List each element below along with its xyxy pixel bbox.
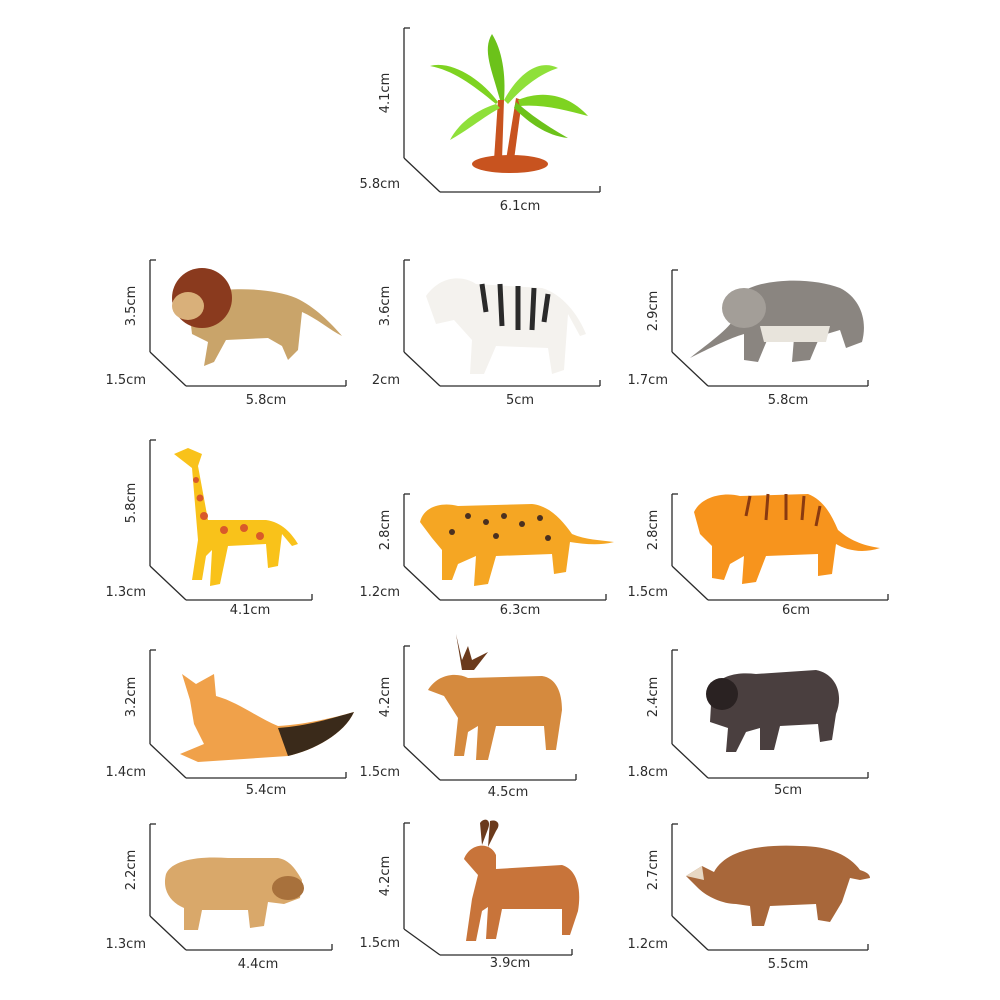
elephant-height-label: 2.9cm: [646, 290, 661, 332]
palm-tree-height-label: 4.1cm: [378, 72, 393, 114]
figure-lion: 3.5cm 1.5cm 5.8cm: [106, 250, 368, 420]
rhinoceros-height-label: 2.7cm: [646, 849, 661, 891]
fox-width-label: 5.4cm: [245, 783, 287, 798]
figure-rhinoceros: 2.7cm 1.2cm 5.5cm: [628, 820, 890, 990]
tiger-width-label: 6cm: [781, 603, 811, 618]
deer-width-label: 4.5cm: [487, 785, 529, 800]
fox-depth-label: 1.4cm: [105, 765, 147, 780]
giraffe-figure: [174, 448, 298, 586]
hippo-depth-label: 1.3cm: [105, 937, 147, 952]
palm-tree-depth-label: 5.8cm: [359, 177, 401, 192]
zebra-dimension-lines: [403, 259, 601, 387]
tiger-depth-label: 1.5cm: [627, 585, 669, 600]
leopard-depth-label: 1.2cm: [359, 585, 401, 600]
antelope-height-label: 4.2cm: [378, 855, 393, 897]
figure-giraffe: 5.8cm 1.3cm 4.1cm: [106, 439, 368, 618]
giraffe-dimension-lines: [149, 439, 313, 601]
figure-palm-tree: 4.1cm 5.8cm 6.1cm: [360, 20, 622, 214]
antelope-width-label: 3.9cm: [489, 956, 531, 971]
deer-depth-label: 1.5cm: [359, 765, 401, 780]
elephant-figure: [690, 280, 864, 362]
palm-tree-figure: [430, 34, 588, 173]
giraffe-depth-label: 1.3cm: [105, 585, 147, 600]
fox-figure: [180, 674, 354, 762]
bear-width-label: 5cm: [773, 783, 803, 798]
zebra-height-label: 3.6cm: [378, 285, 393, 327]
zebra-figure: [426, 278, 586, 374]
zebra-width-label: 5cm: [505, 393, 535, 408]
leopard-figure: [420, 504, 614, 586]
fox-height-label: 3.2cm: [124, 676, 139, 718]
lion-height-label: 3.5cm: [124, 285, 139, 327]
deer-dimension-lines: [403, 645, 577, 781]
figure-fox: 3.2cm 1.4cm 5.4cm: [106, 640, 368, 810]
deer-height-label: 4.2cm: [378, 676, 393, 718]
bear-depth-label: 1.8cm: [627, 765, 669, 780]
figure-bear: 2.4cm 1.8cm 5cm: [628, 640, 890, 810]
figure-antelope: 4.2cm 1.5cm 3.9cm: [360, 815, 622, 985]
zebra-depth-label: 2cm: [371, 373, 400, 388]
figure-zebra: 3.6cm 2cm 5cm: [372, 250, 622, 420]
elephant-depth-label: 1.7cm: [627, 373, 669, 388]
palm-tree-width-label: 6.1cm: [499, 199, 541, 214]
lion-figure: [172, 268, 342, 366]
bear-figure: [706, 670, 840, 752]
figure-elephant: 2.9cm 1.7cm 5.8cm: [628, 250, 890, 420]
palm-tree-dimension-lines: [403, 27, 601, 193]
figure-hippo: 2.2cm 1.3cm 4.4cm: [106, 820, 368, 990]
bear-height-label: 2.4cm: [646, 676, 661, 718]
rhinoceros-width-label: 5.5cm: [767, 957, 809, 972]
figure-tiger: 2.8cm 1.5cm 6cm: [628, 460, 890, 630]
lion-dimension-lines: [149, 259, 347, 387]
giraffe-height-label: 5.8cm: [124, 482, 139, 524]
leopard-width-label: 6.3cm: [499, 603, 541, 618]
tiger-height-label: 2.8cm: [646, 509, 661, 551]
rhinoceros-depth-label: 1.2cm: [627, 937, 669, 952]
figure-deer: 4.2cm 1.5cm 4.5cm: [360, 630, 622, 800]
lion-width-label: 5.8cm: [245, 393, 287, 408]
hippo-width-label: 4.4cm: [237, 957, 279, 972]
rhinoceros-dimension-lines: [671, 823, 869, 951]
lion-depth-label: 1.5cm: [105, 373, 147, 388]
tiger-figure: [694, 493, 880, 584]
rhinoceros-figure: [686, 845, 870, 926]
leopard-height-label: 2.8cm: [378, 509, 393, 551]
fox-dimension-lines: [149, 649, 347, 779]
giraffe-width-label: 4.1cm: [229, 603, 271, 618]
antelope-figure: [464, 819, 580, 941]
elephant-width-label: 5.8cm: [767, 393, 809, 408]
figure-leopard: 2.8cm 1.2cm 6.3cm: [360, 460, 622, 630]
hippo-figure: [164, 857, 304, 930]
deer-figure: [428, 634, 562, 760]
elephant-dimension-lines: [671, 269, 869, 387]
tiger-dimension-lines: [671, 493, 889, 601]
hippo-height-label: 2.2cm: [124, 849, 139, 891]
leopard-dimension-lines: [403, 493, 607, 601]
antelope-dimension-lines: [403, 822, 573, 956]
hippo-dimension-lines: [149, 823, 333, 951]
bear-dimension-lines: [671, 649, 869, 779]
antelope-depth-label: 1.5cm: [359, 936, 401, 951]
